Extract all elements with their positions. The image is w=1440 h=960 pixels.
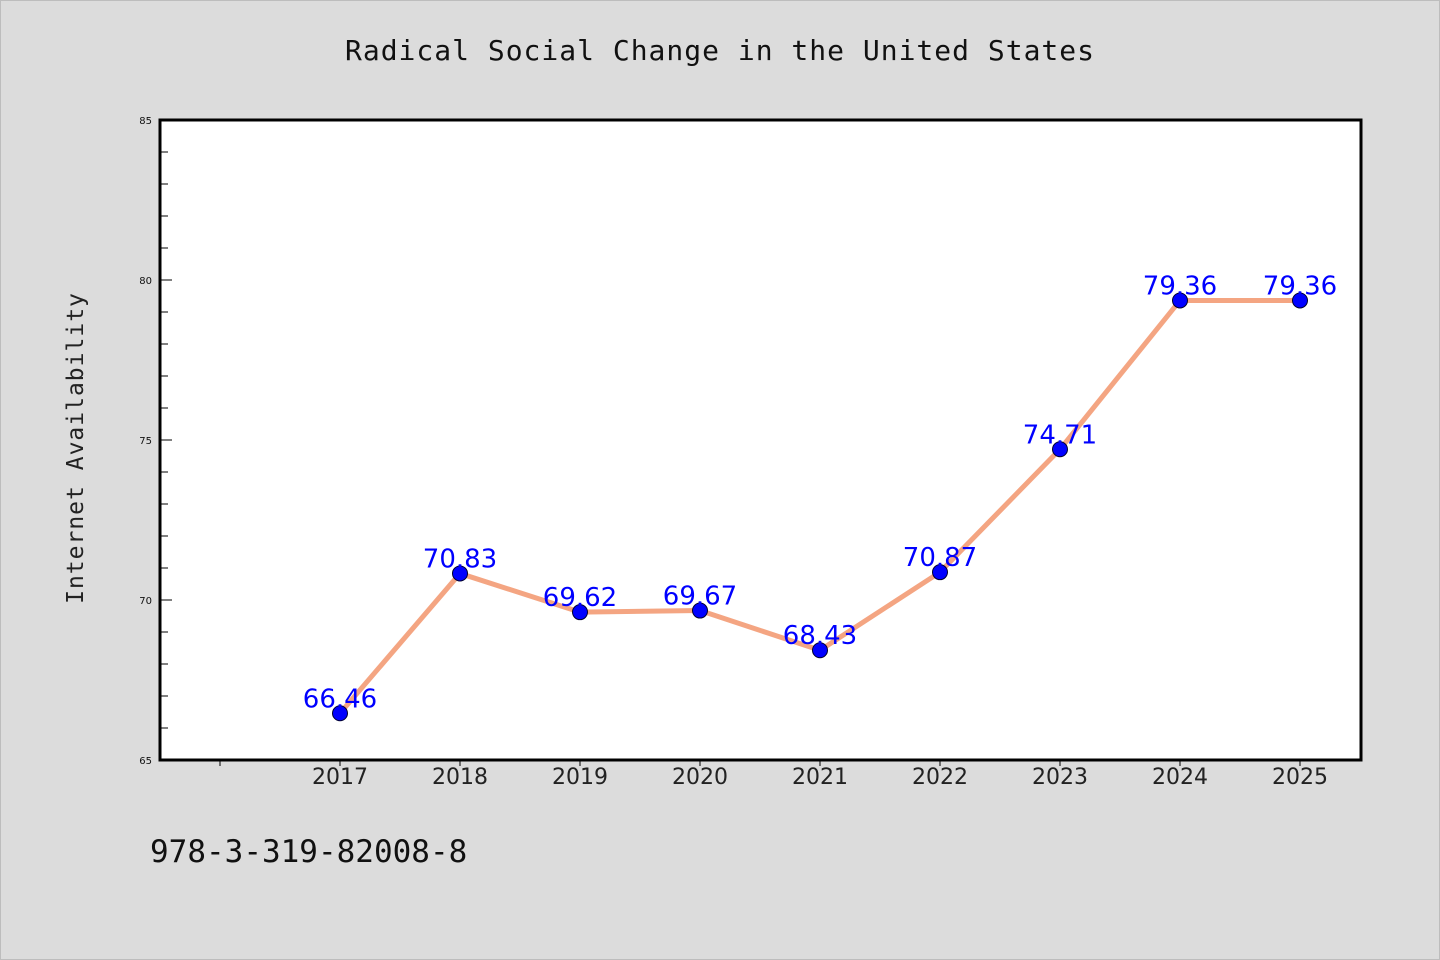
x-tick-label: 2024 — [1152, 765, 1208, 790]
x-tick-label: 2019 — [552, 765, 608, 790]
data-label: 66.46 — [303, 684, 377, 714]
data-point — [332, 705, 348, 722]
plot-area — [160, 120, 1361, 760]
x-tick-label: 2022 — [912, 765, 968, 790]
x-tick-label: 2025 — [1272, 765, 1328, 790]
chart-title: Radical Social Change in the United Stat… — [344, 34, 1095, 67]
data-point — [812, 642, 828, 659]
x-tick-label: 2020 — [672, 765, 728, 790]
data-label: 79.36 — [1143, 271, 1217, 301]
y-tick-label: 65 — [139, 756, 152, 767]
data-label: 70.87 — [903, 543, 977, 573]
data-label: 68.43 — [783, 621, 857, 651]
plot-frame — [158, 118, 1363, 762]
data-point — [932, 564, 948, 581]
data-point — [452, 565, 468, 582]
data-point — [692, 602, 708, 619]
y-tick-label: 85 — [139, 116, 152, 127]
data-point — [1292, 292, 1308, 309]
x-tick-label: 2018 — [432, 765, 488, 790]
data-point — [572, 604, 588, 621]
isbn-label: 978-3-319-82008-8 — [150, 834, 468, 870]
data-label: 70.83 — [423, 544, 497, 574]
x-tick-label: 2021 — [792, 765, 848, 790]
x-tick-label: 2017 — [312, 765, 368, 790]
y-tick-label: 70 — [139, 596, 152, 607]
data-label: 69.67 — [663, 582, 737, 612]
data-label: 79.36 — [1263, 271, 1337, 301]
marker-group — [332, 292, 1308, 722]
data-label: 69.62 — [543, 583, 617, 613]
data-label-group: 66.46 70.83 69.62 69.67 68.43 70.87 74.71 79.36… — [303, 271, 1337, 714]
y-tick-label: 75 — [139, 436, 152, 447]
x-tick-label: 2023 — [1032, 765, 1088, 790]
y-tick-label: 80 — [139, 276, 152, 287]
data-point — [1172, 292, 1188, 309]
data-label: 74.71 — [1023, 420, 1097, 450]
x-axis-ticks: 2017 2018 2019 2020 2021 2022 2023 2024 2025 — [219, 760, 1328, 790]
data-point — [1052, 441, 1068, 458]
